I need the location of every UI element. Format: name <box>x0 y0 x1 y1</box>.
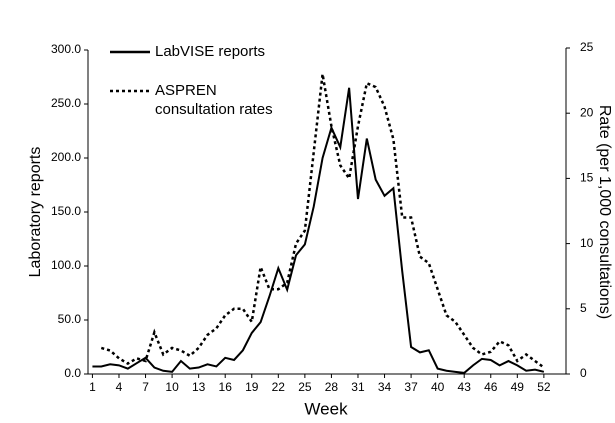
legend-text: ASPREN consultation rates <box>155 82 273 118</box>
y-tick-label: 200.0 <box>51 150 81 164</box>
y2-tick-label: 20 <box>580 105 594 119</box>
x-tick-label: 28 <box>325 380 339 394</box>
x-tick-label: 7 <box>142 380 149 394</box>
y-axis-title: Laboratory reports <box>27 147 44 278</box>
x-tick-label: 4 <box>116 380 123 394</box>
x-tick-label: 52 <box>537 380 551 394</box>
x-tick-label: 40 <box>431 380 445 394</box>
y2-tick-label: 10 <box>580 236 594 250</box>
y2-tick-label: 5 <box>580 301 587 315</box>
y-tick-label: 150.0 <box>51 204 81 218</box>
y2-axis-title: Rate (per 1,000 consultations) <box>596 105 613 319</box>
y2-tick-label: 0 <box>580 366 587 380</box>
x-tick-label: 46 <box>484 380 498 394</box>
x-tick-label: 16 <box>219 380 233 394</box>
x-tick-label: 34 <box>378 380 392 394</box>
y2-tick-label: 15 <box>580 171 594 185</box>
x-tick-label: 1 <box>89 380 96 394</box>
x-tick-label: 22 <box>272 380 286 394</box>
y-tick-label: 250.0 <box>51 96 81 110</box>
data-line <box>100 73 545 369</box>
x-axis-title: Week <box>304 399 348 418</box>
x-tick-label: 25 <box>298 380 312 394</box>
x-tick-label: 43 <box>458 380 472 394</box>
x-tick-label: 10 <box>165 380 179 394</box>
y2-tick-label: 25 <box>580 40 594 54</box>
x-tick-label: 31 <box>351 380 365 394</box>
x-tick-label: 37 <box>404 380 418 394</box>
legend-text: LabVISE reports <box>155 43 266 60</box>
x-tick-label: 13 <box>192 380 206 394</box>
y-tick-label: 100.0 <box>51 258 81 272</box>
y-tick-label: 50.0 <box>58 312 82 326</box>
y-tick-label: 300.0 <box>51 42 81 56</box>
x-tick-label: 49 <box>511 380 525 394</box>
data-line <box>92 87 545 374</box>
y-tick-label: 0.0 <box>64 366 81 380</box>
x-tick-label: 19 <box>245 380 259 394</box>
